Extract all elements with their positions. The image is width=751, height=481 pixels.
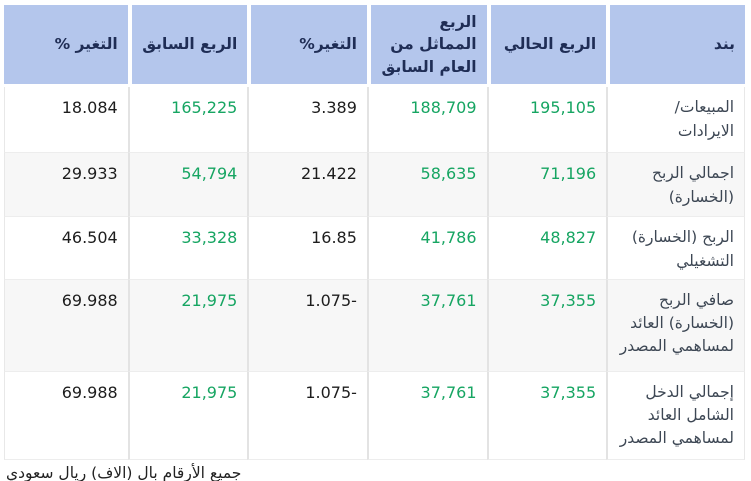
column-header-item: بند (606, 5, 745, 88)
cell-previous-quarter: 21,975 (127, 371, 248, 460)
column-header-change-qoq: التغير % (4, 5, 128, 88)
cell-change-yoy: 1.075- (247, 371, 367, 460)
table-row-net-profit: صافي الربح (الخسارة) العائد لمساهمي المص… (4, 279, 745, 372)
cell-change-yoy: 1.075- (247, 279, 367, 372)
cell-item: اجمالي الربح (الخسارة) (606, 153, 745, 218)
cell-current-quarter: 37,355 (486, 279, 607, 372)
cell-previous-quarter: 54,794 (127, 153, 248, 218)
table-row-comprehensive-income: إجمالي الدخل الشامل العائد لمساهمي المصد… (4, 371, 745, 460)
table-row-operating-profit: الربح (الخسارة) التشغيلي 48,827 41,786 1… (4, 217, 745, 280)
column-header-previous-quarter: الربع السابق (127, 5, 248, 88)
cell-change-qoq: 18.084 (4, 87, 128, 154)
cell-previous-quarter: 21,975 (127, 279, 248, 372)
cell-change-yoy: 3.389 (247, 87, 367, 154)
cell-same-quarter-last-year: 188,709 (366, 87, 487, 154)
cell-item: المبيعات/ الايرادات (606, 87, 745, 154)
cell-previous-quarter: 33,328 (127, 217, 248, 280)
cell-same-quarter-last-year: 37,761 (366, 279, 487, 372)
cell-change-yoy: 16.85 (247, 217, 367, 280)
cell-change-qoq: 69.988 (4, 371, 128, 460)
cell-change-qoq: 69.988 (4, 279, 128, 372)
table-row-gross-profit: اجمالي الربح (الخسارة) 71,196 58,635 21.… (4, 153, 745, 218)
cell-item: إجمالي الدخل الشامل العائد لمساهمي المصد… (606, 371, 745, 460)
cell-same-quarter-last-year: 37,761 (366, 371, 487, 460)
currency-footnote: جميع الأرقام بال (الاف) ريال سعودي (4, 460, 745, 481)
cell-change-yoy: 21.422 (247, 153, 367, 218)
cell-change-qoq: 29.933 (4, 153, 128, 218)
table-row-sales-revenues: المبيعات/ الايرادات 195,105 188,709 3.38… (4, 87, 745, 154)
cell-item: الربح (الخسارة) التشغيلي (606, 217, 745, 280)
cell-item: صافي الربح (الخسارة) العائد لمساهمي المص… (606, 279, 745, 372)
cell-previous-quarter: 165,225 (127, 87, 248, 154)
cell-current-quarter: 48,827 (486, 217, 607, 280)
column-header-current-quarter: الربع الحالي (486, 5, 607, 88)
column-header-same-quarter-last-year: الربع المماثل من العام السابق (366, 5, 487, 88)
header-row: بند الربع الحالي الربع المماثل من العام … (4, 5, 745, 88)
cell-change-qoq: 46.504 (4, 217, 128, 280)
quarterly-financials-table: بند الربع الحالي الربع المماثل من العام … (4, 5, 745, 460)
cell-current-quarter: 195,105 (486, 87, 607, 154)
table-body: المبيعات/ الايرادات 195,105 188,709 3.38… (4, 87, 745, 460)
column-header-change-yoy: التغير% (247, 5, 367, 88)
cell-current-quarter: 71,196 (486, 153, 607, 218)
cell-same-quarter-last-year: 58,635 (366, 153, 487, 218)
cell-same-quarter-last-year: 41,786 (366, 217, 487, 280)
table-header: بند الربع الحالي الربع المماثل من العام … (4, 5, 745, 88)
cell-current-quarter: 37,355 (486, 371, 607, 460)
